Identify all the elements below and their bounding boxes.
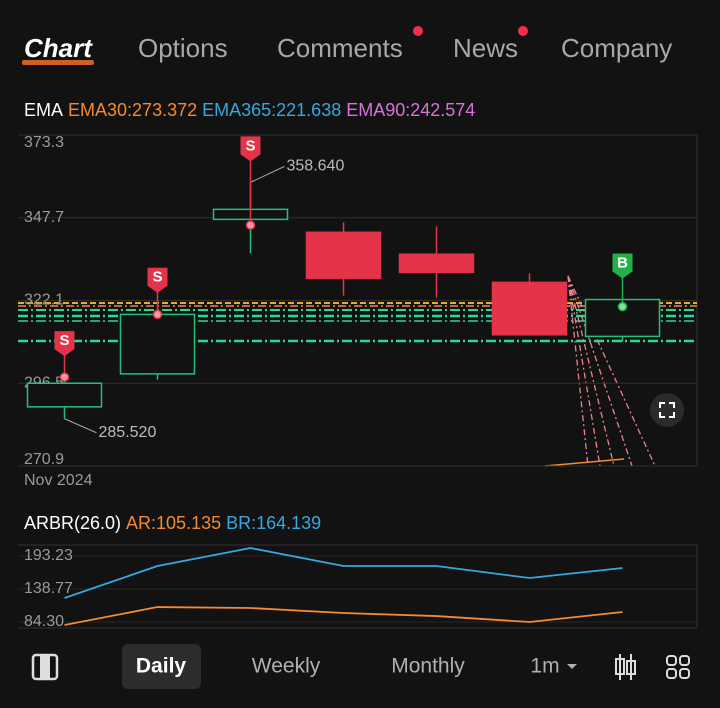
- y-tick-label: 270.9: [24, 451, 64, 468]
- legend-entry: EMA365:221.638: [202, 100, 341, 120]
- legend-entry: EMA: [24, 100, 63, 120]
- legend-entry: BR:164.139: [226, 513, 321, 533]
- annotation-leader: [64, 418, 97, 434]
- period-button[interactable]: 1m: [530, 655, 559, 678]
- tab[interactable]: Company: [561, 33, 672, 63]
- signal-badge: [54, 331, 75, 357]
- period-button[interactable]: Monthly: [391, 655, 465, 678]
- tab[interactable]: Chart: [24, 33, 93, 63]
- icon-part: [666, 655, 677, 666]
- signal-text: S: [245, 137, 255, 154]
- y-tick-label: 193.23: [24, 547, 73, 564]
- signal-dot: [152, 309, 163, 320]
- tab[interactable]: Options: [138, 33, 228, 63]
- signal-text: B: [617, 254, 628, 271]
- fan-line: [567, 275, 615, 467]
- candle-body: [26, 382, 103, 408]
- signal-text: S: [59, 332, 69, 349]
- fan-lines: [567, 275, 656, 467]
- icon-part: [666, 668, 677, 679]
- indicator-line: [64, 547, 623, 599]
- grid-icon[interactable]: [666, 655, 690, 679]
- signal-badge: [612, 253, 633, 279]
- expand-icon: [659, 402, 675, 418]
- icon-part: [679, 668, 690, 679]
- notification-dot: [518, 26, 528, 36]
- icon-part: [615, 658, 625, 675]
- icon-part: [679, 655, 690, 666]
- tab-underline: [22, 60, 94, 65]
- signal-dot: [59, 372, 70, 382]
- legend-entry: AR:105.135: [126, 513, 221, 533]
- dropdown-caret: [567, 664, 577, 669]
- y-tick-label: 373.3: [24, 134, 64, 151]
- candle-body: [398, 253, 475, 274]
- signal-dot: [617, 301, 628, 312]
- tab[interactable]: News: [453, 33, 518, 63]
- icon-fill: [40, 655, 50, 679]
- fan-line: [567, 275, 601, 467]
- tab[interactable]: Comments: [277, 33, 403, 63]
- ema-line: [544, 458, 625, 467]
- signal-dot: [245, 220, 256, 230]
- candle-body: [305, 231, 382, 279]
- icon-part: [626, 660, 636, 675]
- indicator-line: [64, 606, 623, 626]
- legend-entry: EMA90:242.574: [346, 100, 475, 120]
- period-button-bg: [122, 644, 201, 689]
- candle-icon[interactable]: [615, 654, 636, 680]
- x-tick-label: Nov 2024: [24, 472, 93, 489]
- candle-body: [119, 313, 196, 375]
- fan-line: [567, 275, 633, 467]
- signal-badge: [240, 136, 261, 162]
- y-tick-label: 138.77: [24, 580, 73, 597]
- layout-icon[interactable]: [31, 653, 59, 681]
- legend-entry: ARBR(26.0): [24, 513, 121, 533]
- expand-button[interactable]: [650, 393, 684, 427]
- y-tick-label: 322.1: [24, 292, 64, 309]
- signal-text: S: [152, 269, 162, 286]
- candle-body: [491, 281, 568, 336]
- period-button[interactable]: Weekly: [252, 655, 321, 678]
- legend-entry: EMA30:273.372: [68, 100, 197, 120]
- period-button[interactable]: Daily: [136, 655, 187, 678]
- annotation-leader: [250, 165, 285, 183]
- fan-line: [567, 275, 589, 467]
- y-tick-label: 84.30: [24, 613, 64, 630]
- high-label: 358.640: [287, 158, 345, 175]
- expand-bg: [650, 393, 684, 427]
- low-label: 285.520: [99, 424, 157, 441]
- y-tick-label: 347.7: [24, 209, 64, 226]
- notification-dot: [413, 26, 423, 36]
- signal-badge: [147, 267, 168, 293]
